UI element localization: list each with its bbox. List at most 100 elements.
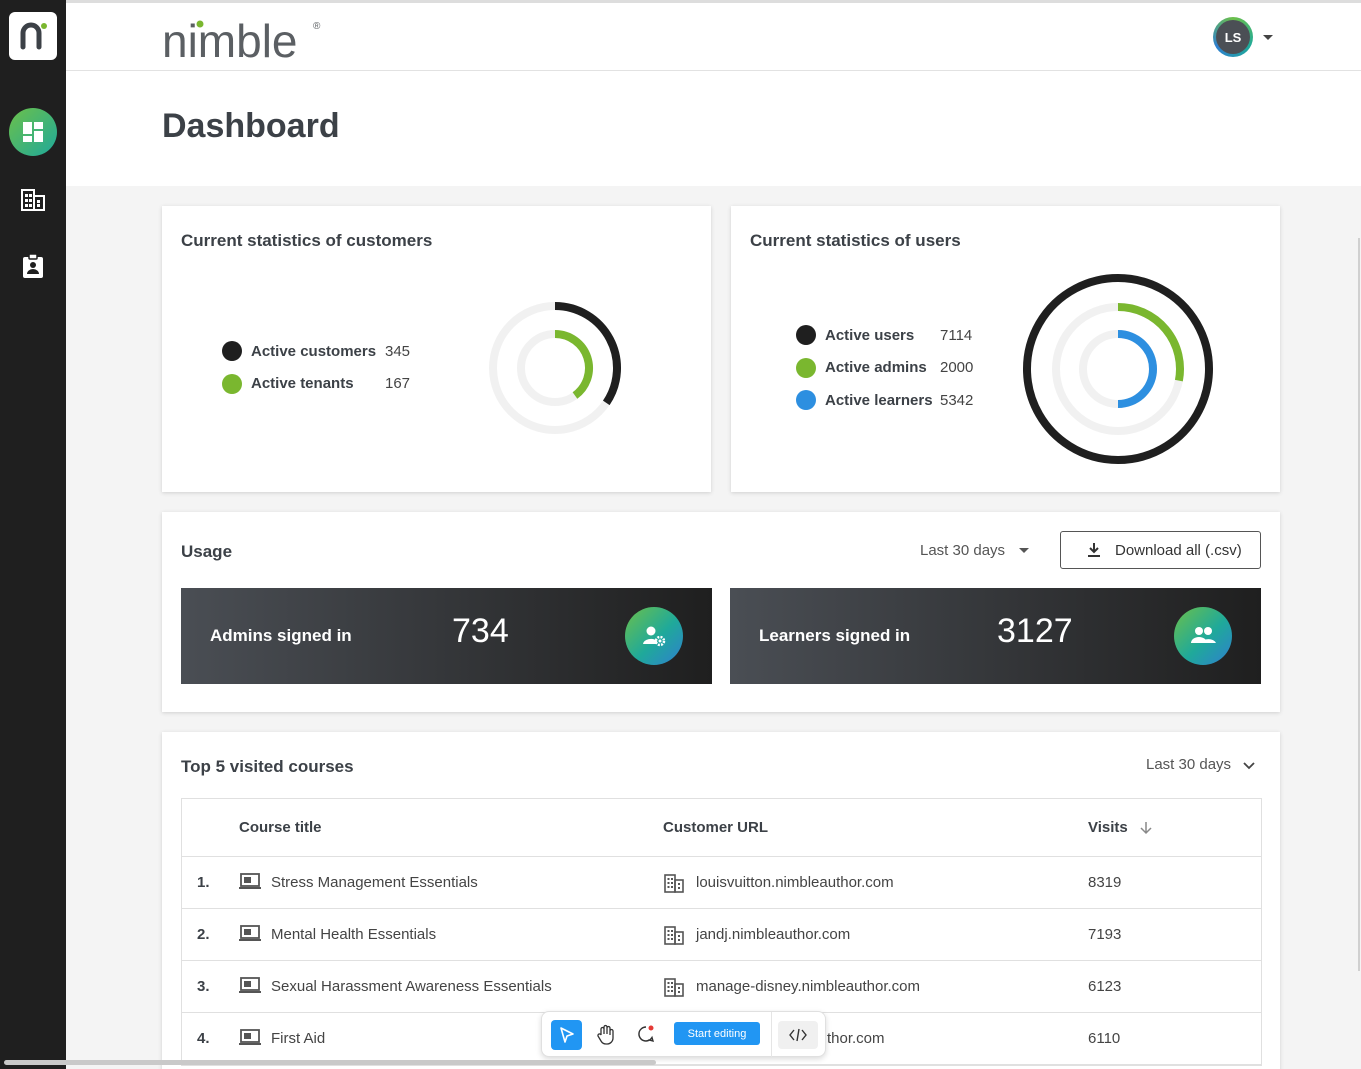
code-view-button[interactable] xyxy=(778,1021,818,1049)
legend-value: 2000 xyxy=(940,359,974,377)
legend-dot xyxy=(796,357,816,378)
legend-value: 7114 xyxy=(940,326,973,344)
editor-toolbar: Start editing xyxy=(541,1011,826,1058)
legend-label: Active customers xyxy=(251,342,377,360)
legend-value: 345 xyxy=(385,342,411,360)
legend-item: Active customers 345 xyxy=(222,335,422,368)
course-icon xyxy=(239,873,261,889)
visits-count: 8319 xyxy=(1088,874,1122,891)
courses-table: Course title Customer URL Visits 1. Stre… xyxy=(181,798,1262,1066)
customer-url[interactable]: manage-disney.nimbleauthor.com xyxy=(696,978,921,995)
legend-label: Active admins xyxy=(825,359,927,377)
donut-arc-active-admins xyxy=(1117,303,1184,382)
nav-building-icon[interactable] xyxy=(19,186,47,214)
code-icon xyxy=(789,1028,807,1042)
visits-count: 7193 xyxy=(1088,926,1122,943)
legend-label: Active learners xyxy=(825,391,933,409)
learners-signed-in-value: 3127 xyxy=(997,612,1073,650)
horizontal-scrollbar[interactable] xyxy=(4,1060,656,1065)
column-header-course-title[interactable]: Course title xyxy=(239,819,322,836)
donut-arc-active-customers xyxy=(554,302,621,406)
donut-arc-active-users xyxy=(1022,274,1213,464)
column-header-visits[interactable]: Visits xyxy=(1088,819,1128,836)
course-title: First Aid xyxy=(271,1030,326,1047)
admins-signed-in-tile: Admins signed in 734 xyxy=(181,588,712,684)
app-logo-icon[interactable] xyxy=(9,12,57,60)
vertical-scrollbar[interactable] xyxy=(1358,238,1360,971)
usage-period-select[interactable]: Last 30 days xyxy=(920,542,1006,559)
nav-dashboard-icon[interactable] xyxy=(9,108,57,156)
user-initials: LS xyxy=(1216,20,1250,54)
customers-card-title: Current statistics of customers xyxy=(181,231,433,250)
nimble-logo-text: nimble xyxy=(162,15,298,63)
users-legend: Active users 7114 Active admins 2000 Act… xyxy=(796,319,996,417)
course-icon xyxy=(239,977,261,993)
usage-period-caret-icon[interactable] xyxy=(1019,548,1029,553)
nimble-logo: nimble ® xyxy=(160,13,330,68)
user-menu-caret-icon[interactable] xyxy=(1263,35,1273,40)
customer-url[interactable]: louisvuitton.nimbleauthor.com xyxy=(696,874,894,891)
learners-signed-in-label: Learners signed in xyxy=(759,626,911,645)
legend-item: Active admins 2000 xyxy=(796,352,996,385)
course-icon xyxy=(239,925,261,941)
page-header: Dashboard xyxy=(66,71,1361,186)
legend-value: 5342 xyxy=(940,391,974,409)
customers-stats-card: Current statistics of customers Active c… xyxy=(162,206,711,492)
nav-badge-icon[interactable] xyxy=(19,252,47,280)
legend-item: Active users 7114 xyxy=(796,319,996,352)
table-row[interactable]: 4. First Aid thor.com 6110 xyxy=(182,1013,1261,1065)
start-editing-button[interactable]: Start editing xyxy=(674,1022,760,1045)
building-icon xyxy=(664,926,684,945)
admins-signed-in-label: Admins signed in xyxy=(210,626,352,645)
table-row[interactable]: 2. Mental Health Essentials jandj.nimble… xyxy=(182,909,1261,961)
building-icon xyxy=(664,978,684,997)
table-header: Course title Customer URL Visits xyxy=(182,799,1261,857)
legend-value: 167 xyxy=(385,375,411,393)
users-card-title: Current statistics of users xyxy=(750,231,961,250)
user-avatar[interactable]: LS xyxy=(1213,17,1253,57)
legend-item: Active learners 5342 xyxy=(796,384,996,417)
legend-dot xyxy=(222,341,242,362)
svg-text:®: ® xyxy=(313,21,321,32)
cursor-icon xyxy=(559,1027,574,1043)
course-icon xyxy=(239,1029,261,1045)
building-icon xyxy=(664,874,684,893)
legend-dot xyxy=(796,390,816,411)
users-stats-card: Current statistics of users Active users… xyxy=(731,206,1280,492)
download-icon xyxy=(1088,543,1100,557)
customer-url[interactable]: thor.com xyxy=(827,1030,885,1047)
donut-arc-active-learners xyxy=(1117,330,1157,408)
legend-label: Active users xyxy=(825,326,915,344)
course-title: Stress Management Essentials xyxy=(271,874,478,891)
legend-dot xyxy=(222,373,242,394)
visits-count: 6123 xyxy=(1088,978,1122,995)
legend-label: Active tenants xyxy=(251,375,354,393)
comment-icon[interactable] xyxy=(636,1024,656,1044)
download-csv-button[interactable]: Download all (.csv) xyxy=(1060,531,1261,569)
admin-settings-icon xyxy=(625,607,683,665)
users-donut-chart xyxy=(1022,274,1213,464)
sort-arrow-down-icon[interactable] xyxy=(1139,821,1153,835)
table-row[interactable]: 1. Stress Management Essentials louisvui… xyxy=(182,857,1261,909)
courses-period-select[interactable]: Last 30 days xyxy=(1146,756,1232,773)
page-title: Dashboard xyxy=(162,107,340,145)
admins-signed-in-value: 734 xyxy=(452,612,509,650)
legend-dot xyxy=(796,325,816,346)
column-header-customer-url[interactable]: Customer URL xyxy=(663,819,769,836)
course-title: Mental Health Essentials xyxy=(271,926,437,943)
row-rank: 4. xyxy=(197,1030,210,1047)
legend-item: Active tenants 167 xyxy=(222,368,422,401)
top-courses-title: Top 5 visited courses xyxy=(181,757,354,776)
usage-card: Usage Last 30 days Download all (.csv) A… xyxy=(162,512,1280,712)
row-rank: 2. xyxy=(197,926,210,943)
toolbar-divider xyxy=(771,1012,772,1058)
hand-tool-icon[interactable] xyxy=(596,1024,616,1046)
customers-legend: Active customers 345 Active tenants 167 xyxy=(222,335,422,400)
usage-card-title: Usage xyxy=(181,542,233,561)
customer-url[interactable]: jandj.nimbleauthor.com xyxy=(696,926,851,943)
table-row[interactable]: 3. Sexual Harassment Awareness Essential… xyxy=(182,961,1261,1013)
download-label: Download all (.csv) xyxy=(1115,541,1242,559)
select-tool-button[interactable] xyxy=(551,1020,582,1050)
chevron-down-icon[interactable] xyxy=(1242,759,1256,773)
course-title: Sexual Harassment Awareness Essentials xyxy=(271,978,552,995)
